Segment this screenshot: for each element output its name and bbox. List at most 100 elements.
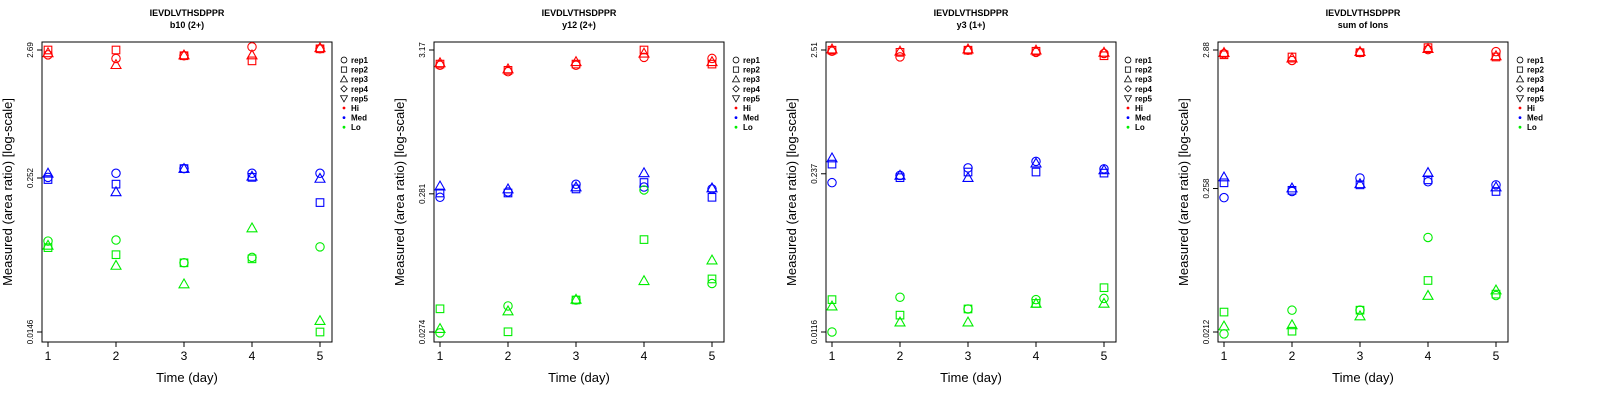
data-point-med-rep1 [827,177,837,188]
legend-symbol [340,56,348,64]
legend-symbol [1516,66,1524,73]
y-tick-label: 0.281 [418,183,427,204]
legend-label: Hi [1527,104,1535,113]
legend-marker-med [734,116,738,119]
legend-marker-rep4 [1124,85,1132,93]
legend-marker-rep3 [1515,74,1525,83]
legend-symbol [731,95,741,103]
legend-symbol [1515,95,1525,103]
legend-label: rep4 [351,85,368,94]
x-tick-label: 3 [181,349,188,363]
data-point-med-rep3 [314,172,326,183]
y-tick-label: 0.258 [1202,178,1211,199]
data-point-lo-rep1 [315,242,325,252]
legend-symbol [1124,56,1132,64]
x-axis-label: Time (day) [940,370,1002,385]
x-tick-label: 1 [45,349,52,363]
legend-label: rep5 [1527,94,1544,103]
data-point-lo-rep3 [246,221,258,233]
data-point-hi-rep3 [962,43,974,54]
data-point-med-rep2 [639,178,649,187]
legend-label: rep1 [1135,56,1152,65]
data-point-med-rep1 [639,182,649,192]
chart-subtitle: y12 (2+) [562,20,596,30]
data-point-lo-rep3 [502,304,514,316]
legend-label: Hi [743,104,751,113]
legend-symbol [731,74,741,83]
data-point-med-rep3 [1098,163,1110,175]
x-tick-label: 5 [709,349,716,363]
x-tick-label: 2 [505,349,512,363]
data-point-lo-rep3 [1218,319,1230,331]
x-tick-label: 1 [1221,349,1228,363]
legend-marker-rep3 [339,74,349,83]
legend-marker-lo [1126,125,1130,129]
data-point-hi-rep3 [502,62,514,74]
data-point-lo-rep3 [826,300,838,311]
data-point-hi-rep3 [706,55,718,67]
data-point-hi-rep1 [1491,46,1501,57]
legend-label: Hi [1135,104,1143,113]
legend-label: rep4 [1527,85,1544,94]
legend-label: rep4 [743,85,760,94]
legend-label: rep2 [743,66,760,75]
y-axis-label: Measured (area ratio) [log-scale] [392,98,407,286]
data-point-med-rep3 [570,180,582,192]
legend-marker-rep5 [731,95,741,103]
data-point-hi-rep3 [894,45,906,56]
legend-symbol [1124,66,1132,73]
data-point-lo-rep1 [111,235,121,245]
data-point-lo-rep2 [111,250,121,260]
legend-marker-hi [734,106,738,110]
data-point-hi-rep1 [895,52,905,62]
x-tick-label: 5 [1493,349,1500,363]
data-point-lo-rep1 [1099,293,1109,304]
data-point-hi-rep3 [314,41,326,53]
legend-marker-rep2 [1516,66,1524,73]
data-point-hi-rep2 [111,45,121,55]
legend-symbol [1515,74,1525,83]
legend-label: rep3 [1527,75,1544,84]
data-point-lo-rep2 [247,254,257,264]
y-tick-label: 0.252 [26,167,35,188]
chart-title: IEVDLVTHSDPPR [150,8,225,18]
data-point-hi-rep2 [247,56,257,66]
y-tick-label: 3.17 [418,42,427,58]
x-tick-label: 4 [1033,349,1040,363]
legend-marker-hi [1518,106,1522,110]
data-point-lo-rep2 [1219,307,1229,317]
data-point-lo-rep2 [435,304,445,314]
data-point-med-rep1 [1423,177,1433,187]
plot-frame [433,41,725,343]
y-tick-label: 0.237 [810,163,819,184]
data-point-lo-rep2 [1287,326,1297,336]
legend-marker-hi [342,106,346,110]
data-point-med-rep3 [1218,170,1230,182]
data-point-lo-rep2 [503,327,513,337]
data-point-lo-rep3 [178,277,190,289]
legend-marker-rep2 [1124,66,1132,73]
data-point-lo-rep2 [1355,305,1365,315]
data-point-lo-rep1 [1219,329,1229,339]
data-point-lo-rep1 [1287,305,1297,315]
data-point-med-rep2 [43,175,53,184]
legend-label: Lo [743,123,753,132]
legend-label: Hi [351,104,359,113]
data-point-med-rep1 [315,168,325,179]
data-point-lo-rep3 [1098,297,1110,308]
data-point-lo-rep2 [895,310,905,320]
x-tick-label: 3 [965,349,972,363]
data-point-med-rep3 [1422,166,1434,178]
legend-label: Lo [1527,123,1537,132]
data-point-med-rep2 [827,159,837,169]
chart-panel-4: IEVDLVTHSDPPR sum of Ions 1 2 3 4 5 2.88 0.258 0.… [1176,8,1544,385]
x-tick-label: 2 [1289,349,1296,363]
legend-marker-rep5 [1515,95,1525,103]
legend-label: Med [743,114,759,123]
data-point-hi-rep2 [639,45,649,55]
chart-subtitle: b10 (2+) [170,20,204,30]
data-point-med-rep1 [571,179,581,190]
data-point-lo-rep1 [503,301,513,311]
